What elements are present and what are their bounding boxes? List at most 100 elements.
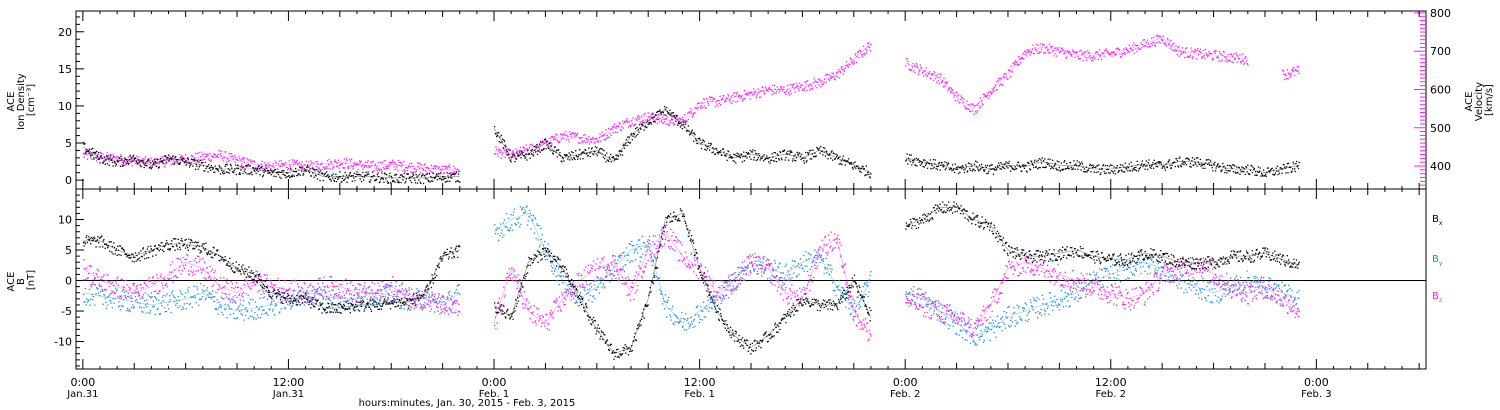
- data-point: [707, 299, 709, 301]
- data-point: [577, 142, 579, 144]
- data-point: [943, 164, 945, 166]
- data-point: [194, 295, 196, 297]
- data-point: [722, 148, 724, 150]
- data-point: [151, 296, 153, 298]
- data-point: [1052, 51, 1054, 53]
- data-point: [1184, 52, 1186, 54]
- data-point: [517, 150, 519, 152]
- data-point: [282, 162, 284, 165]
- data-point: [612, 275, 614, 277]
- data-point: [1130, 48, 1132, 50]
- data-point: [676, 115, 678, 117]
- data-point: [929, 159, 931, 161]
- data-point: [731, 102, 733, 104]
- data-point: [179, 154, 181, 156]
- data-point: [312, 166, 314, 168]
- data-point: [999, 78, 1001, 80]
- data-point: [941, 321, 943, 323]
- data-point: [915, 62, 917, 65]
- data-point: [184, 161, 186, 163]
- data-point: [109, 300, 112, 302]
- data-point: [131, 165, 133, 167]
- data-point: [90, 286, 93, 288]
- data-point: [1134, 169, 1136, 171]
- data-point: [909, 69, 911, 71]
- data-point: [414, 305, 416, 307]
- data-point: [546, 255, 548, 257]
- data-point: [855, 167, 857, 169]
- data-point: [270, 174, 272, 176]
- data-point: [986, 327, 988, 329]
- data-point: [346, 159, 348, 161]
- data-point: [376, 174, 378, 176]
- data-point: [728, 157, 730, 159]
- data-point: [819, 261, 821, 264]
- data-point: [795, 82, 798, 85]
- data-point: [334, 177, 336, 179]
- data-point: [1170, 39, 1172, 42]
- data-point: [926, 303, 929, 306]
- data-point: [691, 129, 693, 131]
- data-point: [1073, 160, 1075, 162]
- data-point: [706, 100, 709, 102]
- data-point: [1201, 164, 1203, 166]
- data-point: [612, 156, 614, 159]
- data-point: [683, 329, 686, 331]
- data-point: [1181, 160, 1184, 162]
- data-point: [867, 42, 869, 44]
- data-point: [254, 301, 257, 303]
- data-point: [142, 160, 144, 162]
- data-point: [530, 149, 532, 152]
- data-point: [300, 290, 302, 292]
- data-point: [953, 313, 956, 316]
- data-point: [98, 158, 100, 160]
- data-point: [339, 291, 341, 294]
- data-point: [102, 289, 104, 291]
- data-point: [816, 258, 819, 260]
- data-point: [729, 279, 732, 281]
- data-point: [791, 84, 793, 86]
- data-point: [293, 175, 295, 177]
- data-point: [1293, 163, 1295, 165]
- data-point: [266, 298, 268, 300]
- data-point: [1210, 164, 1213, 167]
- data-point: [1095, 278, 1097, 281]
- data-point: [274, 168, 276, 171]
- data-point: [839, 289, 841, 292]
- data-point: [811, 85, 813, 87]
- data-point: [338, 167, 340, 169]
- data-point: [349, 171, 351, 174]
- data-point: [436, 179, 438, 181]
- data-point: [422, 173, 424, 175]
- data-point: [459, 181, 461, 183]
- data-point: [511, 156, 513, 158]
- data-point: [1238, 58, 1240, 60]
- data-point: [1214, 161, 1216, 163]
- data-point: [505, 151, 507, 153]
- data-point: [420, 175, 423, 177]
- data-point: [384, 172, 386, 174]
- data-point: [978, 336, 980, 339]
- data-point: [932, 79, 935, 81]
- data-point: [201, 159, 203, 161]
- data-point: [194, 157, 196, 159]
- data-point: [169, 157, 172, 160]
- data-point: [667, 123, 669, 125]
- data-point: [1054, 164, 1056, 166]
- data-point: [1106, 164, 1109, 167]
- data-point: [1110, 51, 1113, 54]
- data-point: [677, 121, 680, 123]
- data-point: [425, 173, 427, 176]
- data-point: [700, 107, 702, 109]
- data-point: [361, 164, 363, 167]
- data-point: [1114, 54, 1116, 56]
- data-point: [1038, 158, 1041, 160]
- data-point: [141, 310, 143, 312]
- data-point: [1223, 165, 1225, 167]
- data-point: [121, 165, 123, 167]
- data-point: [496, 153, 498, 155]
- data-point: [1000, 77, 1002, 79]
- data-point: [438, 172, 440, 175]
- data-point: [1222, 54, 1224, 57]
- data-point: [725, 155, 727, 157]
